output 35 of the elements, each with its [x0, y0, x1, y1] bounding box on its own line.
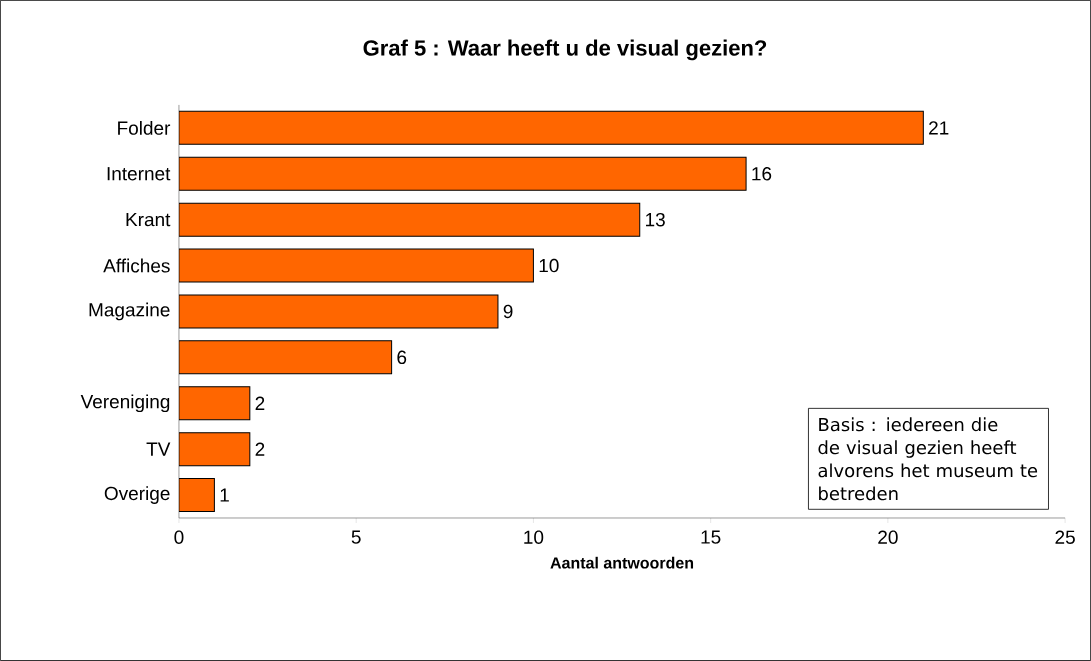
data-label: 2	[255, 396, 265, 410]
x-tick-label: 10	[524, 530, 544, 545]
chart-title: Graf 5 : Waar heeft u de visual gezien?	[363, 39, 767, 61]
data-label: 9	[503, 304, 513, 319]
y-tick-label: Vereniging	[80, 394, 170, 413]
bar	[178, 432, 251, 467]
x-axis-title: Aantal antwoorden	[550, 556, 694, 569]
bar	[178, 340, 393, 375]
annotation: Basis : iedereen die de visual gezien heeft alvorens het museum te betreden	[818, 417, 1038, 501]
y-tick-label: Folder	[118, 120, 171, 135]
bar	[178, 248, 534, 283]
x-tick-label: 15	[701, 530, 721, 544]
y-tick-label: Internet	[107, 167, 171, 181]
data-label: 1	[220, 488, 229, 502]
data-label: 6	[397, 350, 407, 365]
y-tick-label: TV	[146, 442, 171, 456]
data-label: 13	[646, 212, 665, 227]
bar	[178, 202, 641, 237]
x-tick-label: 0	[174, 530, 184, 545]
data-label: 21	[929, 121, 949, 135]
bar	[178, 110, 924, 145]
data-label: 16	[752, 167, 772, 181]
bar	[178, 386, 251, 421]
y-tick-label: Affiches	[103, 258, 170, 273]
bar	[178, 478, 215, 513]
y-tick-label: Overige	[104, 486, 170, 504]
x-tick-label: 25	[1055, 530, 1075, 545]
x-tick-label: 5	[351, 530, 361, 544]
data-label: 2	[255, 442, 265, 456]
y-tick-label: Magazine	[89, 302, 170, 321]
bar	[178, 156, 747, 191]
data-label: 10	[539, 258, 559, 273]
x-tick-label: 20	[878, 530, 898, 545]
bar	[178, 294, 499, 329]
y-tick-label: Krant	[126, 213, 171, 227]
